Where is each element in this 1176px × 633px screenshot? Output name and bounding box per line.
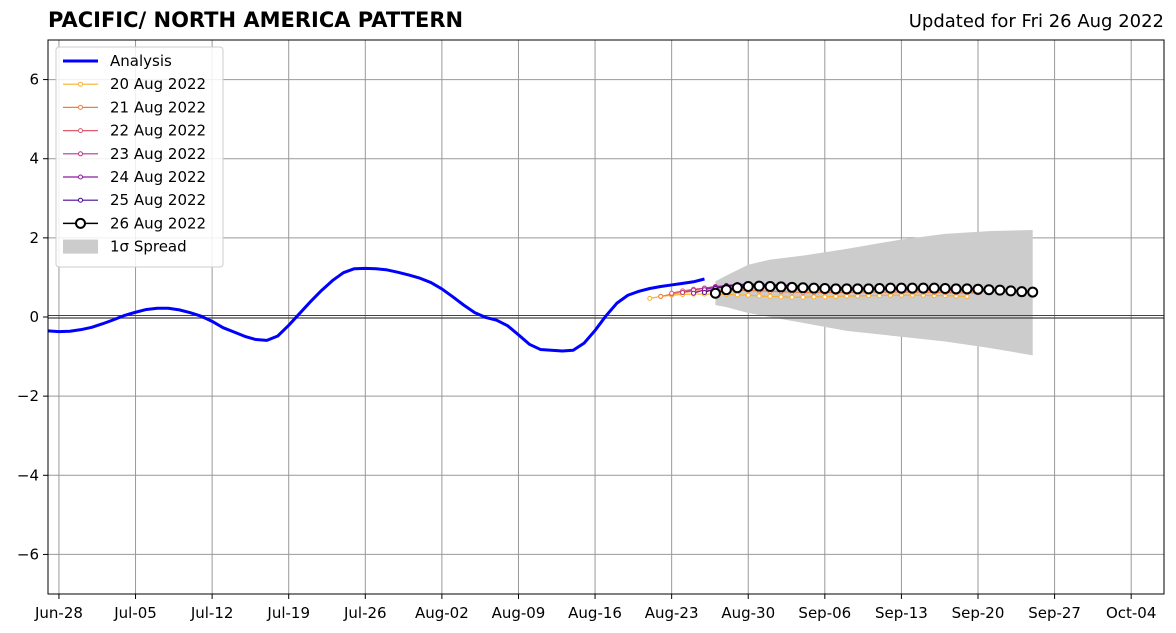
forecast-point (1005, 285, 1017, 297)
forecast-point (841, 283, 853, 295)
forecast-point (720, 284, 732, 296)
forecast-point (939, 283, 951, 295)
legend-swatch-marker (78, 151, 83, 157)
forecast-point (778, 294, 784, 300)
x-tick-label: Jul-26 (343, 604, 387, 622)
x-tick-label: Aug-02 (415, 604, 469, 622)
forecast-point (811, 294, 817, 300)
forecast-point (863, 283, 875, 295)
forecast-point (822, 294, 828, 300)
forecast-point (745, 292, 751, 298)
legend-swatch-marker (78, 174, 83, 180)
legend: Analysis 20 Aug 2022 21 Aug 2022 22 Aug 202… (55, 46, 224, 268)
forecast-point (830, 283, 842, 295)
legend-swatch-spread (63, 239, 98, 254)
forecast-point (680, 289, 686, 295)
x-tick-label: Sep-13 (875, 604, 928, 622)
chart-title: PACIFIC/ NORTH AMERICA PATTERN (48, 8, 464, 32)
forecast-point (928, 282, 940, 294)
forecast-series (709, 280, 1039, 299)
forecast-point (701, 289, 707, 295)
legend-entry-label: 24 Aug 2022 (110, 168, 206, 186)
forecast-point (983, 284, 995, 296)
legend-swatch-marker (78, 81, 83, 87)
forecast-point (884, 282, 896, 294)
legend-entry-label: Analysis (110, 52, 172, 70)
forecast-point (669, 290, 675, 296)
legend-entry-label: 23 Aug 2022 (110, 145, 206, 163)
forecast-point (994, 284, 1006, 296)
x-tick-label: Sep-20 (952, 604, 1005, 622)
x-tick-label: Sep-06 (798, 604, 851, 622)
forecast-point (797, 282, 809, 294)
x-tick-label: Jul-05 (113, 604, 157, 622)
legend-entry-label: 22 Aug 2022 (110, 122, 206, 140)
forecast-point (756, 293, 762, 299)
x-tick-label: Sep-27 (1028, 604, 1081, 622)
forecast-point (786, 281, 798, 293)
forecast-point (917, 282, 929, 294)
forecast-point (800, 294, 806, 300)
x-tick-label: Aug-09 (492, 604, 546, 622)
legend-entry-label: 25 Aug 2022 (110, 191, 206, 209)
legend-entry-label: 1σ Spread (110, 238, 187, 256)
y-tick-label: 0 (29, 308, 39, 326)
legend-swatch-marker (78, 128, 83, 134)
forecast-point (691, 290, 697, 296)
forecast-point (647, 295, 653, 301)
legend-entry-label: 20 Aug 2022 (110, 75, 206, 93)
forecast-point (789, 294, 795, 300)
forecast-point (906, 282, 918, 294)
forecast-point (1027, 286, 1039, 298)
forecast-point (808, 282, 820, 294)
legend-entry-label: 21 Aug 2022 (110, 98, 206, 116)
y-tick-label: 2 (29, 229, 39, 247)
forecast-point (742, 281, 754, 293)
legend-box (55, 46, 224, 268)
analysis-line (47, 266, 705, 353)
y-tick-label: −2 (17, 387, 39, 405)
forecast-point (731, 282, 743, 294)
forecast-point (852, 283, 864, 295)
grid (48, 40, 1164, 594)
y-tick-label: −6 (17, 545, 39, 563)
forecast-point (972, 283, 984, 295)
series (47, 266, 1039, 353)
x-tick-label: Oct-04 (1106, 604, 1156, 622)
y-tick-label: 6 (29, 71, 39, 89)
forecast-point (734, 292, 740, 298)
forecast-point (961, 283, 973, 295)
y-tick-label: −4 (17, 466, 39, 484)
forecast-point (1016, 286, 1028, 298)
chart-subtitle: Updated for Fri 26 Aug 2022 (908, 11, 1164, 32)
forecast-point (775, 281, 787, 293)
x-tick-label: Aug-16 (568, 604, 622, 622)
forecast-point (709, 287, 721, 299)
forecast-point (819, 283, 831, 295)
forecast-point (855, 293, 861, 299)
forecast-point (833, 293, 839, 299)
x-tick-label: Jun-28 (34, 604, 83, 622)
x-tick-label: Aug-30 (721, 604, 775, 622)
forecast-point (764, 281, 776, 293)
axis-ticks: Jun-28 Jul-05 Jul-12 Jul-19 Jul-26 Aug-02 Aug-… (17, 71, 1157, 622)
legend-swatch-marker (78, 197, 83, 203)
forecast-point (950, 283, 962, 295)
x-tick-label: Aug-23 (645, 604, 699, 622)
legend-swatch-marker (78, 104, 83, 110)
x-tick-label: Jul-19 (266, 604, 310, 622)
x-tick-label: Jul-12 (190, 604, 234, 622)
legend-swatch-marker (75, 217, 86, 229)
forecast-point (767, 293, 773, 299)
forecast-point (753, 280, 765, 292)
legend-entry-label: 26 Aug 2022 (110, 214, 206, 232)
y-tick-label: 4 (29, 150, 39, 168)
forecast-point (874, 283, 886, 295)
forecast-point (658, 293, 664, 299)
forecast-point (895, 282, 907, 294)
